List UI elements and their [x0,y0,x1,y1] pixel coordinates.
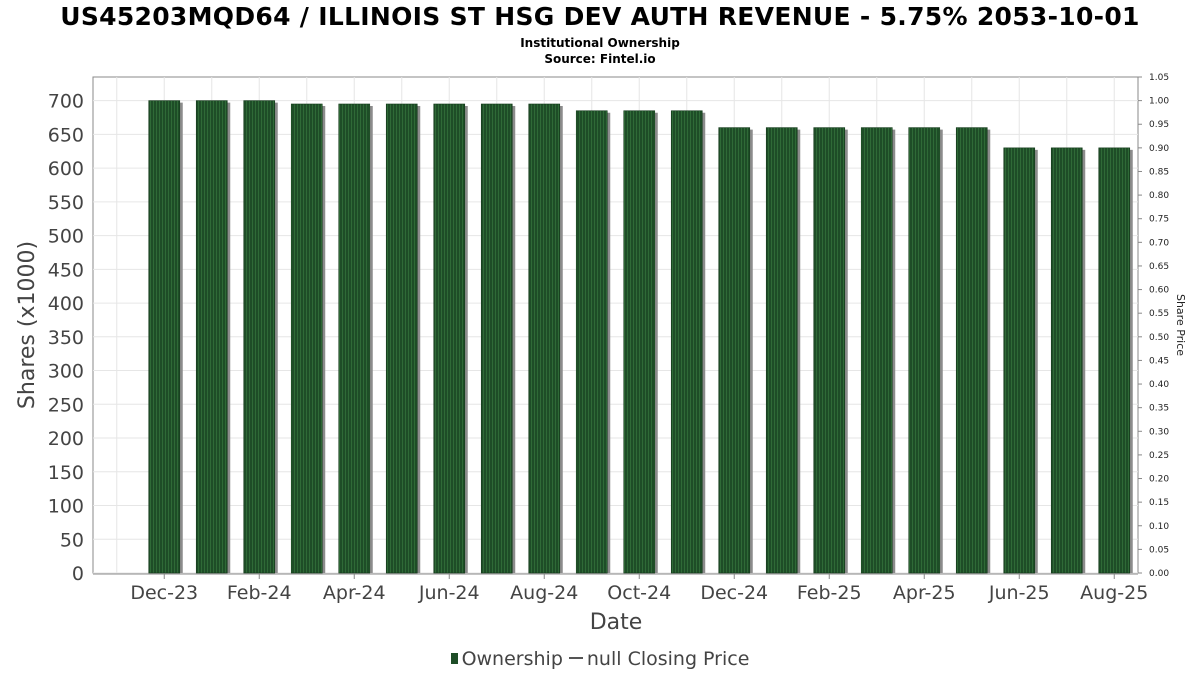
y2-tick-label: 0.40 [1149,380,1169,390]
ownership-legend-label: Ownership [461,648,563,670]
ownership-bar [1003,147,1036,574]
y2-tick-label: 0.80 [1149,191,1169,201]
y2-tick-label: 0.60 [1149,286,1169,296]
ownership-legend-swatch [450,653,458,664]
y-tick-label: 600 [48,158,84,180]
y2-tick-label: 0.30 [1149,427,1169,437]
y2-tick-label: 0.20 [1149,475,1169,485]
y-tick-label: 200 [48,428,84,450]
y-tick-label: 350 [48,327,84,349]
y-axis-label: Shares (x1000) [15,241,40,409]
y-axis-ticks: 0 50 100 150 200 250 300 350 400 450 500 550 600 650 7… [48,91,84,585]
x-tick-label: Apr-25 [893,582,956,604]
x-tick-label: Dec-24 [700,582,768,604]
y2-axis-ticks: 0.00 0.05 0.10 0.15 0.20 0.25 0.30 0.35 0.40 0.45… [1138,73,1169,579]
y2-tick-label: 0.15 [1149,498,1169,508]
y2-tick-label: 0.75 [1149,215,1169,225]
closing-price-legend-label: null Closing Price [586,648,750,670]
y2-tick-label: 0.35 [1149,404,1169,414]
legend: Ownership null Closing Price [0,648,1200,670]
x-tick-label: Jun-25 [988,582,1050,604]
ownership-bar [765,127,798,574]
closing-price-legend-line [568,657,583,659]
ownership-bar [955,127,988,574]
y2-tick-label: 0.55 [1149,309,1169,319]
y2-tick-label: 0.00 [1149,569,1169,579]
ownership-bar [148,100,181,574]
x-tick-label: Jun-24 [418,582,480,604]
ownership-bar [338,103,371,574]
y2-tick-label: 0.70 [1149,238,1169,248]
y2-axis-label: Share Price [1174,294,1187,356]
y-tick-label: 550 [48,192,84,214]
y2-tick-label: 0.25 [1149,451,1169,461]
ownership-bar [385,103,418,574]
y-tick-label: 450 [48,259,84,281]
y2-tick-label: 0.50 [1149,333,1169,343]
x-axis-ticks: Dec-23 Feb-24 Apr-24 Jun-24 Aug-24 Oct-24 Dec-… [93,573,1148,604]
y-tick-label: 0 [72,563,84,585]
ownership-bar [575,110,608,574]
ownership-bar [433,103,466,574]
ownership-chart: 0 50 100 150 200 250 300 350 400 450 500 550 600 650 7… [15,73,1187,635]
y-tick-label: 300 [48,361,84,383]
ownership-bar [718,127,751,574]
y-tick-label: 500 [48,226,84,248]
ownership-bar [813,127,846,574]
y2-tick-label: 0.10 [1149,522,1169,532]
ownership-bar [528,103,561,574]
x-tick-label: Oct-24 [607,582,671,604]
y2-tick-label: 0.05 [1149,545,1169,555]
ownership-bar [623,110,656,574]
y-tick-label: 650 [48,124,84,146]
y-tick-label: 400 [48,293,84,315]
ownership-bar [1098,147,1131,574]
chart-subtitle: Institutional Ownership [520,36,680,50]
ownership-bar [195,100,228,574]
bar-series [148,100,1133,574]
y2-tick-label: 1.00 [1149,97,1169,107]
ownership-bar [670,110,703,574]
y2-tick-label: 0.85 [1149,167,1169,177]
x-tick-label: Dec-23 [130,582,198,604]
x-tick-label: Aug-25 [1080,582,1148,604]
y2-tick-label: 0.90 [1149,144,1169,154]
y-tick-label: 100 [48,496,84,518]
y2-tick-label: 0.45 [1149,356,1169,366]
ownership-bar [1050,147,1083,574]
ownership-bar [480,103,513,574]
x-tick-label: Feb-24 [227,582,292,604]
ownership-bar [290,103,323,574]
chart-source: Source: Fintel.io [544,52,656,66]
ownership-bar [243,100,276,574]
y2-tick-label: 1.05 [1149,73,1169,83]
ownership-bar [860,127,893,574]
y-tick-label: 700 [48,91,84,113]
y2-tick-label: 0.95 [1149,120,1169,130]
x-tick-label: Apr-24 [323,582,386,604]
ownership-bar [908,127,941,574]
x-axis-label: Date [590,610,643,635]
y2-tick-label: 0.65 [1149,262,1169,272]
x-tick-label: Feb-25 [797,582,862,604]
chart-title: US45203MQD64 / ILLINOIS ST HSG DEV AUTH … [60,2,1140,31]
y-tick-label: 150 [48,462,84,484]
x-tick-label: Aug-24 [510,582,578,604]
y-tick-label: 250 [48,394,84,416]
y-tick-label: 50 [60,529,84,551]
